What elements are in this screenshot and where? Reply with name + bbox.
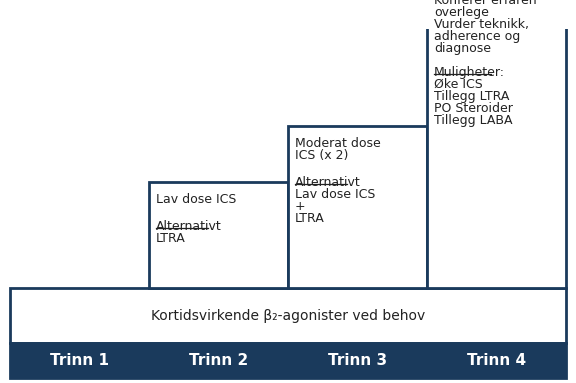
Text: Trinn 3: Trinn 3 xyxy=(328,354,387,368)
Text: Øke ICS: Øke ICS xyxy=(434,78,483,91)
Text: Vurder teknikk,: Vurder teknikk, xyxy=(434,18,529,31)
Text: Kortidsvirkende β₂-agonister ved behov: Kortidsvirkende β₂-agonister ved behov xyxy=(151,309,425,322)
Text: Moderat dose: Moderat dose xyxy=(295,137,381,150)
Text: LTRA: LTRA xyxy=(295,212,325,225)
Text: overlege: overlege xyxy=(434,6,489,19)
Text: +: + xyxy=(295,200,306,213)
Text: Lav dose ICS: Lav dose ICS xyxy=(156,193,236,206)
Bar xyxy=(288,126,427,288)
Text: ICS (x 2): ICS (x 2) xyxy=(295,149,348,162)
Text: adherence og: adherence og xyxy=(434,30,520,43)
Text: Tillegg LABA: Tillegg LABA xyxy=(434,114,513,127)
Bar xyxy=(149,182,288,288)
Bar xyxy=(10,343,566,378)
Text: PO Steroider: PO Steroider xyxy=(434,102,513,115)
Text: Muligheter:: Muligheter: xyxy=(434,66,505,79)
Text: Alternativt: Alternativt xyxy=(295,176,361,189)
Text: Lav dose ICS: Lav dose ICS xyxy=(295,188,376,201)
Text: LTRA: LTRA xyxy=(156,232,185,246)
Text: Tillegg LTRA: Tillegg LTRA xyxy=(434,90,509,103)
Text: Trinn 1: Trinn 1 xyxy=(50,354,109,368)
Text: Trinn 4: Trinn 4 xyxy=(467,354,526,368)
Bar xyxy=(10,288,566,343)
Text: Alternativt: Alternativt xyxy=(156,221,222,234)
Text: Konferer erfaren: Konferer erfaren xyxy=(434,0,537,7)
Text: Trinn 2: Trinn 2 xyxy=(189,354,248,368)
Bar xyxy=(427,0,566,288)
Text: diagnose: diagnose xyxy=(434,42,491,55)
